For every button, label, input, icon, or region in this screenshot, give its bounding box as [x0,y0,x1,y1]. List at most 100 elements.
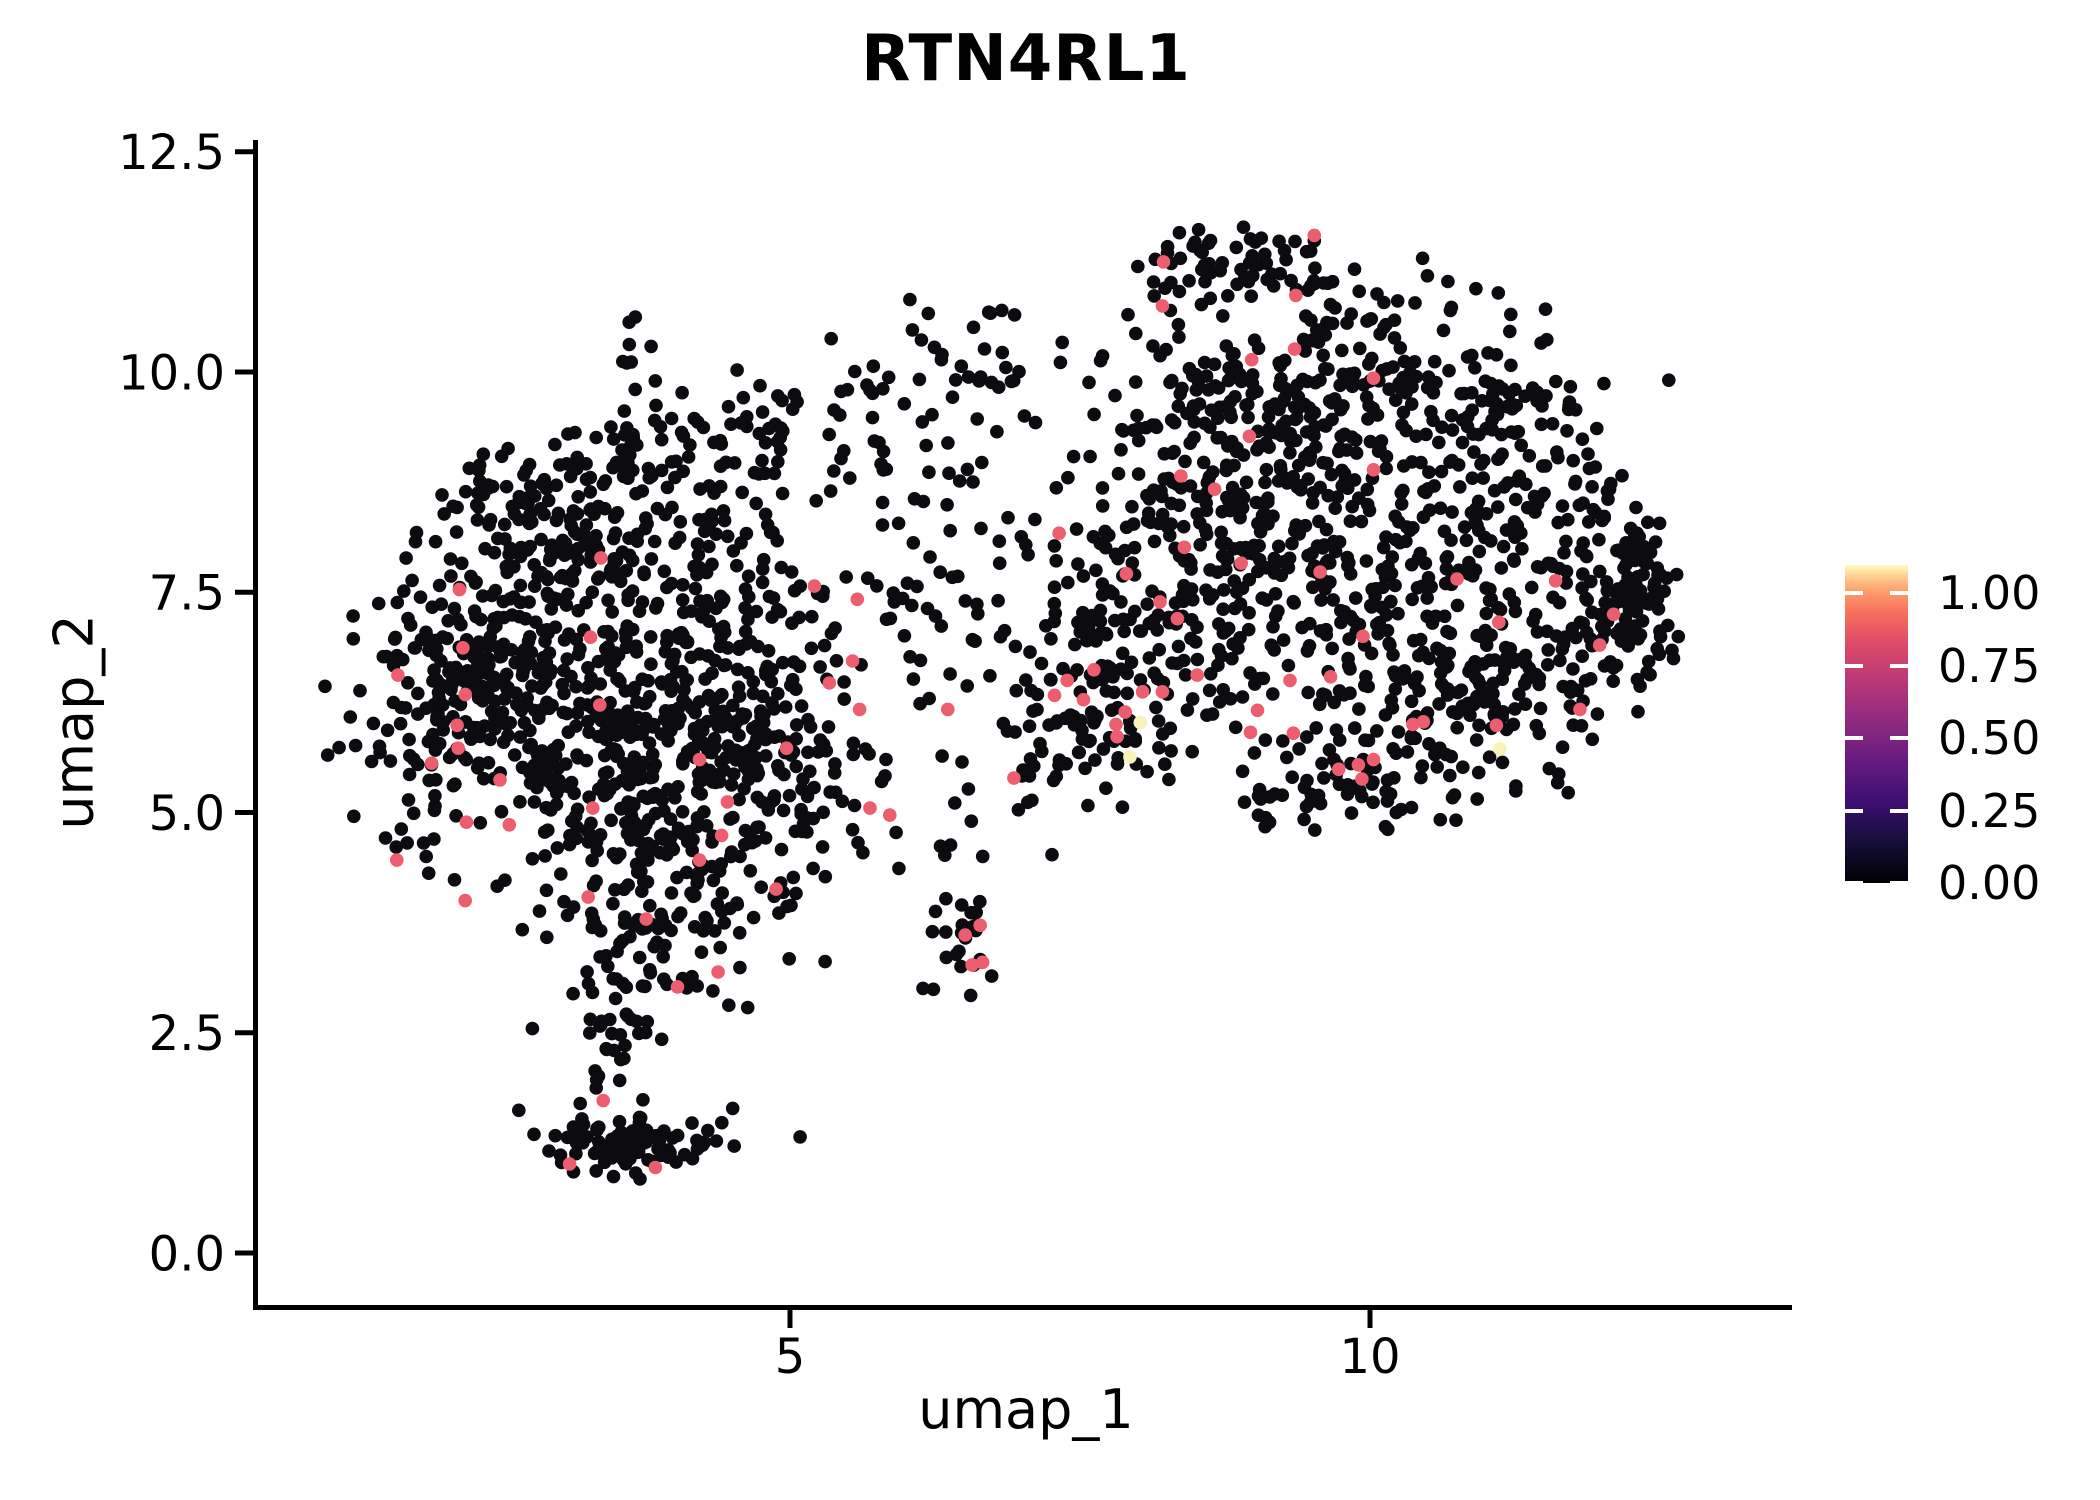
data-point [1069,522,1084,536]
data-point [1082,375,1096,390]
data-point [1028,415,1043,430]
data-point [971,607,985,621]
data-point [522,457,537,472]
data-point [1545,417,1560,431]
data-point [727,1139,741,1153]
data-point-expressing [1156,255,1171,269]
data-point [1023,645,1037,659]
data-point [606,1169,621,1184]
data-point [500,565,514,580]
data-point [1314,593,1328,607]
data-point [913,653,928,668]
data-point [612,1073,627,1088]
data-point-expressing [1406,717,1420,732]
data-point [1504,307,1518,322]
data-point-expressing [390,853,404,867]
data-point [1318,361,1332,376]
data-point [1534,417,1549,432]
data-point [1440,688,1455,702]
data-point [1131,433,1146,448]
data-point [620,704,635,718]
colorbar-tick-label: 0.50 [1938,711,2041,766]
data-point [630,534,644,548]
data-point [1171,399,1186,414]
data-point [1199,496,1213,510]
data-point [658,507,673,522]
data-point [675,593,690,607]
data-point [1044,673,1058,687]
data-point [1453,480,1467,494]
data-point [652,1134,667,1149]
data-point [865,410,880,425]
data-point [1558,630,1572,644]
data-point [1366,401,1380,416]
data-point [1335,343,1349,358]
data-point [1086,530,1101,544]
data-point [1182,274,1196,288]
data-point [671,701,686,716]
data-point [609,972,624,986]
data-point [613,1028,628,1042]
data-point [995,303,1009,318]
data-point [449,525,464,539]
data-point [613,574,628,589]
data-point [483,732,498,747]
data-point [1387,313,1402,328]
data-point [623,730,637,744]
data-point [1560,424,1574,438]
data-point [1216,309,1230,323]
data-point [571,751,585,765]
data-point [1044,632,1058,646]
data-point [605,727,620,741]
data-point [983,306,998,321]
data-point-expressing [458,893,473,908]
data-point [664,576,679,591]
data-point [606,531,621,546]
data-point [1397,354,1412,369]
data-point [1173,251,1188,266]
data-point [919,438,933,453]
data-point [1115,646,1130,661]
data-point [1385,701,1400,715]
y-axis-line [253,140,258,1310]
x-tick-label: 5 [775,1329,806,1385]
data-point [559,598,574,612]
data-point [606,432,621,446]
data-point [1227,458,1241,473]
data-point [1188,635,1203,649]
data-point [1352,702,1366,716]
data-point [1125,499,1139,514]
data-point [681,450,696,464]
data-point [455,556,469,571]
data-point [1415,251,1430,266]
data-point [1434,677,1449,691]
data-point [1235,764,1250,779]
data-point [1379,784,1393,799]
data-point [1661,618,1675,633]
data-point [579,518,594,532]
data-point [643,630,658,644]
data-point [527,579,542,593]
data-point [579,595,593,610]
data-point [750,820,764,835]
data-point [548,620,563,634]
data-point [669,454,683,469]
y-tick-mark [235,1030,253,1036]
data-point [699,565,714,580]
data-point [1640,556,1655,571]
data-point [878,769,892,783]
data-point [1268,787,1282,801]
data-point [997,623,1012,638]
data-point [537,507,551,522]
data-point [970,412,984,426]
data-point [1271,539,1286,554]
data-point [428,743,443,757]
data-point [489,619,503,633]
data-point [589,874,603,888]
data-point-expressing [502,818,517,832]
data-point [697,524,712,539]
data-point [1233,631,1247,645]
data-point [400,836,415,850]
x-axis-line [253,1305,1792,1310]
data-point [1300,730,1314,744]
